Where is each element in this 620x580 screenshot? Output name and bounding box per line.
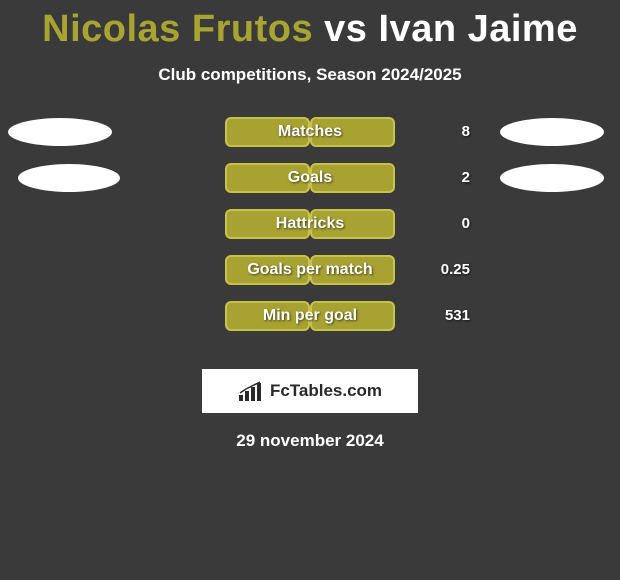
bar-group: Goals 2 — [140, 163, 480, 193]
comparison-chart: Matches 8 Goals 2 Hattricks 0 Goals per match 0… — [0, 117, 620, 349]
bar-group: Goals per match 0.25 — [140, 255, 480, 285]
player-oval — [500, 164, 604, 192]
bar-group: Hattricks 0 — [140, 209, 480, 239]
stat-value-right: 531 — [445, 307, 470, 324]
stat-value-right: 2 — [462, 169, 470, 186]
stat-label: Hattricks — [276, 215, 344, 233]
player1-name: Nicolas Frutos — [42, 8, 313, 50]
stat-value-right: 0.25 — [441, 261, 470, 278]
subtitle: Club competitions, Season 2024/2025 — [0, 65, 620, 85]
stat-row: Hattricks 0 — [0, 209, 620, 255]
stat-label: Goals per match — [247, 261, 372, 279]
stat-row: Goals per match 0.25 — [0, 255, 620, 301]
player-oval — [18, 164, 120, 192]
comparison-title: Nicolas Frutos vs Ivan Jaime — [0, 0, 620, 51]
stat-value-right: 8 — [462, 123, 470, 140]
logo-box: FcTables.com — [202, 369, 418, 413]
stat-label: Goals — [288, 169, 332, 187]
stat-label: Matches — [278, 123, 342, 141]
bar-group: Matches 8 — [140, 117, 480, 147]
stat-value-right: 0 — [462, 215, 470, 232]
player-oval — [8, 118, 112, 146]
date-text: 29 november 2024 — [0, 431, 620, 451]
bar-group: Min per goal 531 — [140, 301, 480, 331]
player2-name: Ivan Jaime — [379, 8, 578, 50]
bars-icon — [238, 381, 264, 401]
vs-text: vs — [324, 8, 367, 50]
stat-label: Min per goal — [263, 307, 357, 325]
player-oval — [500, 118, 604, 146]
stat-row: Min per goal 531 — [0, 301, 620, 347]
logo-text: FcTables.com — [270, 381, 382, 401]
